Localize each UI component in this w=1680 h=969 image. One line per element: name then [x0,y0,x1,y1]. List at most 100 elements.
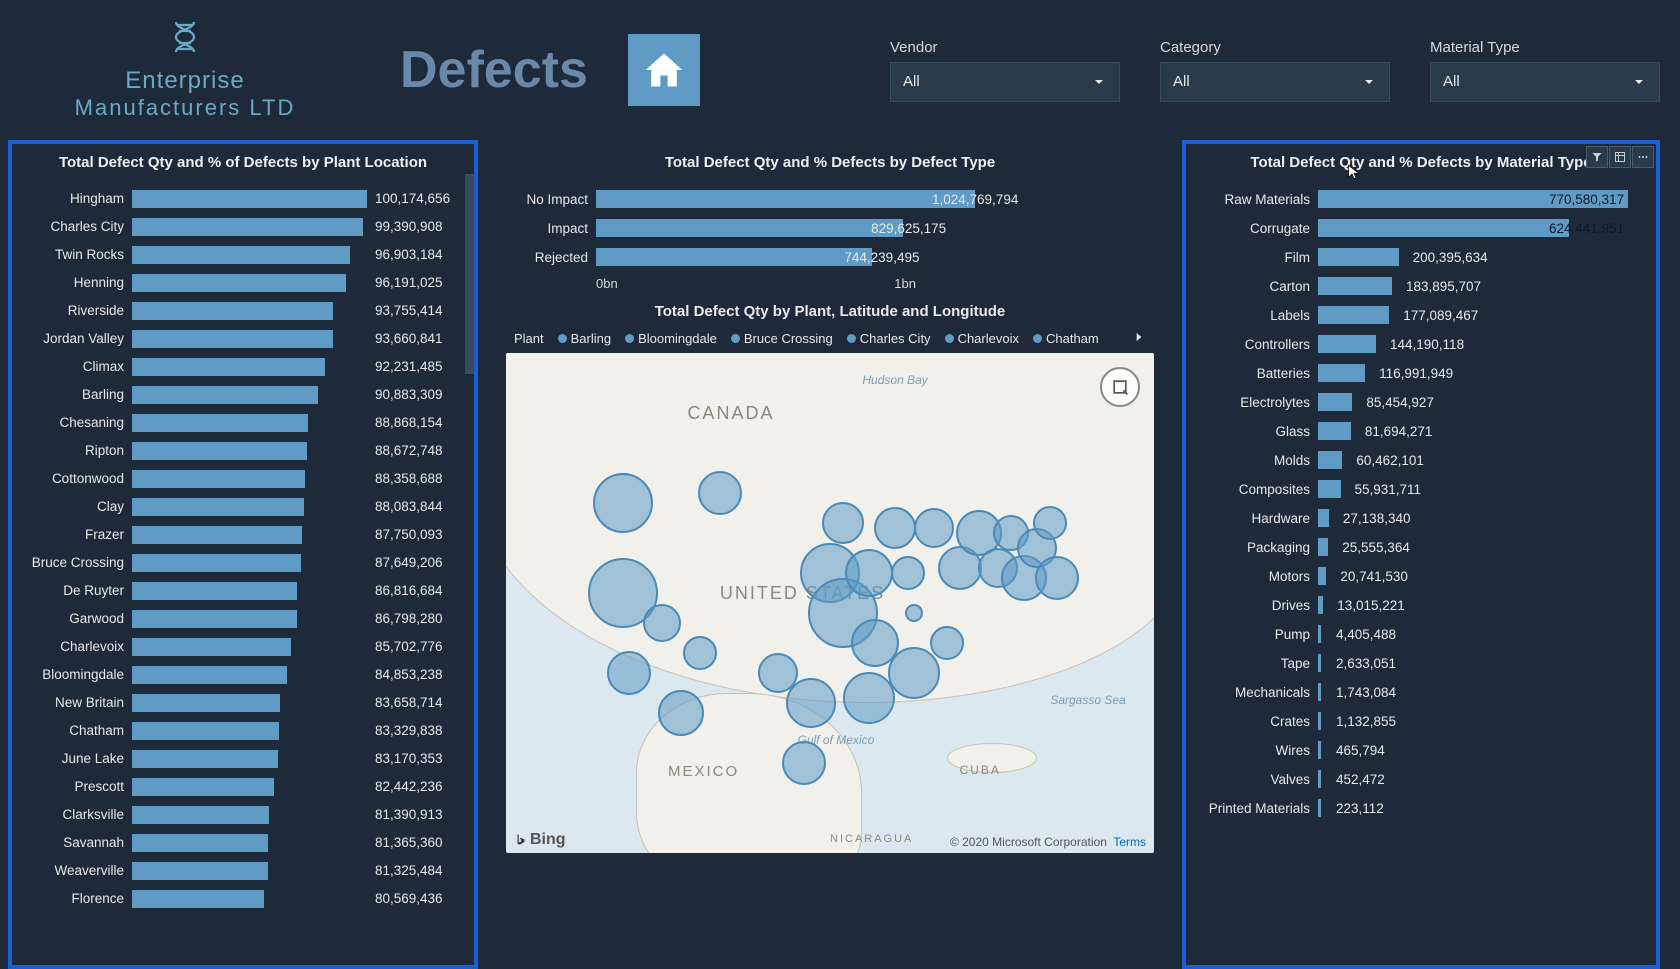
map-bubble[interactable] [607,651,651,695]
bar-row[interactable]: Chatham83,329,838 [24,717,462,744]
defect-type-chart[interactable]: No Impact1,024,769,794Impact829,625,175R… [506,185,1154,272]
bar-row[interactable]: Prescott82,442,236 [24,773,462,800]
filter-material: Material Type All [1430,39,1660,102]
legend-item[interactable]: Chatham [1033,331,1099,346]
bar-row[interactable]: New Britain83,658,714 [24,689,462,716]
bar-row[interactable]: Mechanicals1,743,084 [1198,678,1644,706]
map-focus-button[interactable] [1100,367,1140,407]
bar-row[interactable]: Twin Rocks96,903,184 [24,241,462,268]
bar-row[interactable]: Carton183,895,707 [1198,272,1644,300]
filter-material-select[interactable]: All [1430,62,1660,102]
bar-row[interactable]: Barling90,883,309 [24,381,462,408]
bar-row[interactable]: Frazer87,750,093 [24,521,462,548]
bar-row[interactable]: Garwood86,798,280 [24,605,462,632]
map-bubble[interactable] [593,473,653,533]
map-bubble[interactable] [914,508,954,548]
map-bubble[interactable] [874,507,916,549]
legend-item[interactable]: Charlevoix [945,331,1019,346]
scrollbar[interactable] [465,174,474,374]
map-bubble[interactable] [643,604,681,642]
map-bubble[interactable] [1035,556,1079,600]
bar-row[interactable]: Clarksville81,390,913 [24,801,462,828]
bar-row[interactable]: Drives13,015,221 [1198,591,1644,619]
filter-icon-button[interactable] [1586,146,1608,168]
bar-row[interactable]: Controllers144,190,118 [1198,330,1644,358]
material-bar-chart[interactable]: Raw Materials770,580,317Corrugate624,441… [1198,185,1644,822]
bar-value: 465,794 [1328,743,1423,758]
bar-row[interactable]: Hingham100,174,656 [24,185,462,212]
bar-row[interactable]: Raw Materials770,580,317 [1198,185,1644,213]
bar-label: Batteries [1198,366,1318,381]
home-button[interactable] [628,34,700,106]
bar-row[interactable]: Glass81,694,271 [1198,417,1644,445]
bar-row[interactable]: Batteries116,991,949 [1198,359,1644,387]
bar-row[interactable]: Packaging25,555,364 [1198,533,1644,561]
bar-row[interactable]: Cottonwood88,358,688 [24,465,462,492]
bar-row[interactable]: Film200,395,634 [1198,243,1644,271]
map-bubble[interactable] [891,556,925,590]
map-bubble[interactable] [843,672,895,724]
bar-row[interactable]: No Impact1,024,769,794 [506,185,1154,213]
bar-row[interactable]: Savannah81,365,360 [24,829,462,856]
bar-track [596,190,1154,208]
bar-row[interactable]: Motors20,741,530 [1198,562,1644,590]
bar-label: No Impact [506,192,596,207]
company-name-2: Manufacturers LTD [75,95,296,121]
bar-row[interactable]: Molds60,462,101 [1198,446,1644,474]
map-bubble[interactable] [786,678,836,728]
map-bubble[interactable] [698,471,742,515]
bar-row[interactable]: Chesaning88,868,154 [24,409,462,436]
bar-row[interactable]: Labels177,089,467 [1198,301,1644,329]
map-bubble[interactable] [1033,506,1067,540]
focus-mode-button[interactable] [1609,146,1631,168]
plant-bar-chart[interactable]: Hingham100,174,656Charles City99,390,908… [24,185,462,912]
filter-category-select[interactable]: All [1160,62,1390,102]
bar-value: 87,649,206 [367,555,462,570]
map-bubble[interactable] [822,502,864,544]
legend-item[interactable]: Charles City [847,331,931,346]
bar-row[interactable]: Wires465,794 [1198,736,1644,764]
bar-row[interactable]: Bruce Crossing87,649,206 [24,549,462,576]
bar-row[interactable]: Clay88,083,844 [24,493,462,520]
map-bubble[interactable] [930,626,964,660]
bar-row[interactable]: Rejected744,239,495 [506,243,1154,271]
bar-row[interactable]: Weaverville81,325,484 [24,857,462,884]
bar-row[interactable]: June Lake83,170,353 [24,745,462,772]
legend-next-button[interactable] [1132,330,1146,347]
bar-row[interactable]: Printed Materials223,112 [1198,794,1644,822]
bar-row[interactable]: Charles City99,390,908 [24,213,462,240]
terms-link[interactable]: Terms [1113,835,1146,849]
map-bubble[interactable] [782,741,826,785]
map-bubble[interactable] [888,647,940,699]
legend-item[interactable]: Barling [558,331,611,346]
more-options-button[interactable] [1632,146,1654,168]
bar-row[interactable]: Hardware27,138,340 [1198,504,1644,532]
bar-row[interactable]: Crates1,132,855 [1198,707,1644,735]
map-bubble[interactable] [845,549,893,597]
bar-row[interactable]: Jordan Valley93,660,841 [24,325,462,352]
bar-row[interactable]: Composites55,931,711 [1198,475,1644,503]
bar-row[interactable]: Valves452,472 [1198,765,1644,793]
bar-row[interactable]: Climax92,231,485 [24,353,462,380]
map-visual[interactable]: CANADA UNITED STATES MEXICO CUBA NICARAG… [506,353,1154,853]
bar-row[interactable]: Impact829,625,175 [506,214,1154,242]
bar-row[interactable]: Tape2,633,051 [1198,649,1644,677]
bar-row[interactable]: Pump4,405,488 [1198,620,1644,648]
filter-vendor-select[interactable]: All [890,62,1120,102]
bar-row[interactable]: Charlevoix85,702,776 [24,633,462,660]
bar-row[interactable]: Electrolytes85,454,927 [1198,388,1644,416]
legend-item[interactable]: Bruce Crossing [731,331,833,346]
map-title: Total Defect Qty by Plant, Latitude and … [506,303,1154,320]
bar-row[interactable]: Riverside93,755,414 [24,297,462,324]
bar-row[interactable]: Corrugate624,441,951 [1198,214,1644,242]
bar-label: Impact [506,221,596,236]
bar-row[interactable]: Ripton88,672,748 [24,437,462,464]
bar-row[interactable]: Florence80,569,436 [24,885,462,912]
map-bubble[interactable] [905,604,923,622]
bar-row[interactable]: Bloomingdale84,853,238 [24,661,462,688]
map-bubble[interactable] [658,690,704,736]
bar-row[interactable]: Henning96,191,025 [24,269,462,296]
legend-item[interactable]: Bloomingdale [625,331,717,346]
map-bubble[interactable] [683,636,717,670]
bar-row[interactable]: De Ruyter86,816,684 [24,577,462,604]
